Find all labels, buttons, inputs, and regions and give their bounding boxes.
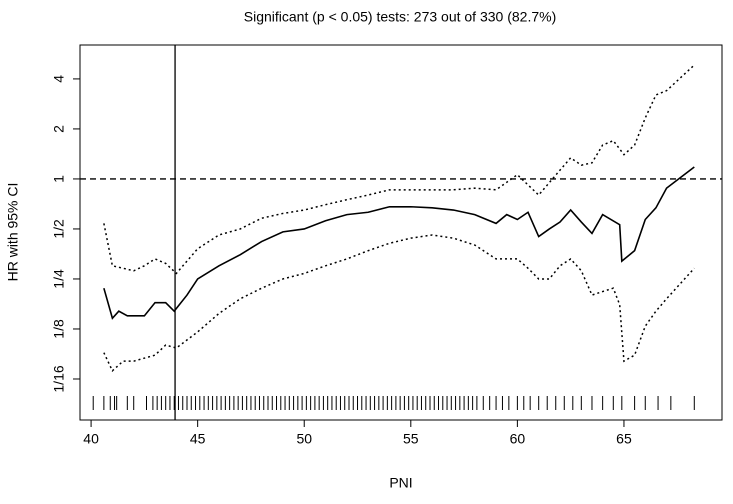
x-tick-label: 65 <box>616 431 632 447</box>
x-tick-label: 60 <box>510 431 526 447</box>
x-axis-label: PNI <box>389 475 412 491</box>
y-tick-label: 1/4 <box>51 269 67 289</box>
y-tick-label: 1 <box>51 175 67 183</box>
y-tick-label: 2 <box>51 125 67 133</box>
y-tick-label: 1/8 <box>51 319 67 339</box>
plot-frame <box>79 44 723 421</box>
x-tick-label: 55 <box>403 431 419 447</box>
chart-title: Significant (p < 0.05) tests: 273 out of… <box>244 9 556 25</box>
x-tick-label: 45 <box>190 431 206 447</box>
series-line <box>103 234 695 373</box>
y-tick-label: 4 <box>51 75 67 83</box>
y-tick-label: 1/2 <box>51 219 67 239</box>
series-line <box>103 166 695 320</box>
x-tick-label: 40 <box>83 431 99 447</box>
y-axis-label: HR with 95% CI <box>5 183 21 282</box>
series-line <box>103 64 695 275</box>
y-tick-label: 1/16 <box>51 365 67 392</box>
x-tick-label: 50 <box>296 431 312 447</box>
